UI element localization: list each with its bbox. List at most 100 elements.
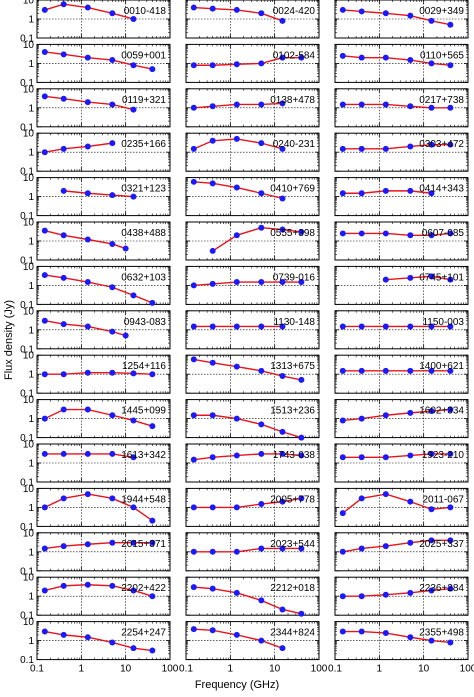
data-point [447, 367, 454, 374]
y-tick-label: 10 [23, 173, 35, 184]
data-point [190, 504, 197, 511]
panel-0024-420: 0024-420 [185, 0, 320, 39]
data-point [358, 628, 365, 635]
panel-label: 2015+371 [121, 539, 166, 550]
data-point [428, 232, 435, 239]
panel-0321+123: 0321+123 0.1 1 10 [20, 173, 171, 222]
data-point [339, 230, 346, 237]
data-point [279, 100, 286, 107]
panel-2355+498: 2355+498 [334, 621, 469, 661]
y-tick-label: 10 [23, 573, 35, 584]
data-point [209, 247, 216, 254]
panel-label: 0059+001 [121, 50, 166, 61]
panel-1944+548: 1944+548 0.1 1 10 [20, 484, 171, 533]
data-point [339, 593, 346, 600]
data-point [60, 371, 67, 378]
series-line [385, 275, 451, 281]
panel-frame [36, 177, 171, 217]
series-line [193, 497, 302, 509]
data-point [41, 545, 48, 552]
data-point [447, 62, 454, 69]
y-tick-label: 10 [23, 440, 35, 451]
data-point [209, 103, 216, 110]
panel-frame [36, 88, 171, 128]
data-point [428, 190, 435, 197]
panel-label: 2254+247 [121, 628, 166, 639]
data-point [130, 16, 137, 22]
data-point [122, 332, 129, 339]
data-point [447, 276, 454, 283]
data-point [149, 66, 156, 73]
data-point [447, 406, 454, 413]
panel-label: 0632+103 [121, 272, 166, 283]
data-point [190, 4, 197, 11]
data-point [382, 543, 389, 550]
data-point [428, 408, 435, 415]
data-point [447, 639, 454, 646]
panel-1150-003: 1150-003 [334, 310, 469, 350]
data-point [209, 62, 216, 69]
panel-0110+565: 0110+565 [334, 43, 469, 83]
data-point [358, 367, 365, 374]
series-line [342, 630, 451, 644]
panel-label: 1923-210 [422, 450, 465, 461]
y-tick-label: 1 [28, 325, 34, 336]
data-point [407, 232, 414, 239]
panel-frame [334, 576, 469, 616]
y-tick-label: 0.1 [20, 478, 34, 489]
panel-1254+116: 1254+116 0.1 1 10 [20, 351, 171, 400]
data-point [258, 224, 265, 231]
data-point [382, 10, 389, 17]
data-point [190, 104, 197, 111]
x-axis-title: Frequency (GHz) [195, 679, 279, 691]
data-point [339, 417, 346, 424]
data-point [41, 93, 48, 100]
data-point [428, 141, 435, 148]
data-point [209, 359, 216, 366]
panel-0235+166: 0235+166 0.1 1 10 [20, 129, 171, 178]
data-point [60, 495, 67, 502]
data-point [84, 143, 91, 150]
data-point [130, 106, 137, 113]
panel-frame [334, 177, 469, 217]
data-point [60, 145, 67, 152]
data-point [190, 145, 197, 152]
data-point [130, 454, 137, 461]
series-line [342, 103, 451, 109]
panel-frame [185, 43, 320, 83]
panel-frame [185, 576, 320, 616]
series-line [44, 142, 113, 153]
data-point [190, 456, 197, 463]
panel-frame [334, 0, 469, 39]
data-point [233, 548, 240, 555]
data-point [382, 276, 389, 283]
data-point [298, 610, 305, 617]
data-point [407, 539, 414, 546]
data-point [447, 450, 454, 457]
data-point [84, 581, 91, 588]
data-point [258, 597, 265, 604]
data-point [109, 328, 116, 335]
data-point [190, 356, 197, 363]
data-point [382, 591, 389, 598]
panel-frame [334, 621, 469, 661]
series-line [342, 587, 451, 597]
panel-frame [185, 0, 320, 39]
data-point [407, 187, 414, 194]
data-point [60, 450, 67, 457]
data-point [233, 452, 240, 459]
panel-2025+337: 2025+337 [334, 532, 469, 572]
panel-frame [334, 399, 469, 439]
data-point [84, 99, 91, 106]
data-point [109, 582, 116, 589]
panel-2015+371: 2015+371 0.1 1 10 [20, 528, 171, 577]
y-tick-label: 1 [28, 414, 34, 425]
y-tick-label: 0.1 [20, 344, 34, 355]
data-point [233, 415, 240, 422]
data-point [358, 593, 365, 600]
y-tick-label: 1 [28, 547, 34, 558]
data-point [428, 323, 435, 330]
panel-2011-067: 2011-067 [334, 487, 469, 527]
data-point [358, 415, 365, 422]
panel-0059+001: 0059+001 0.1 1 10 [20, 40, 171, 89]
